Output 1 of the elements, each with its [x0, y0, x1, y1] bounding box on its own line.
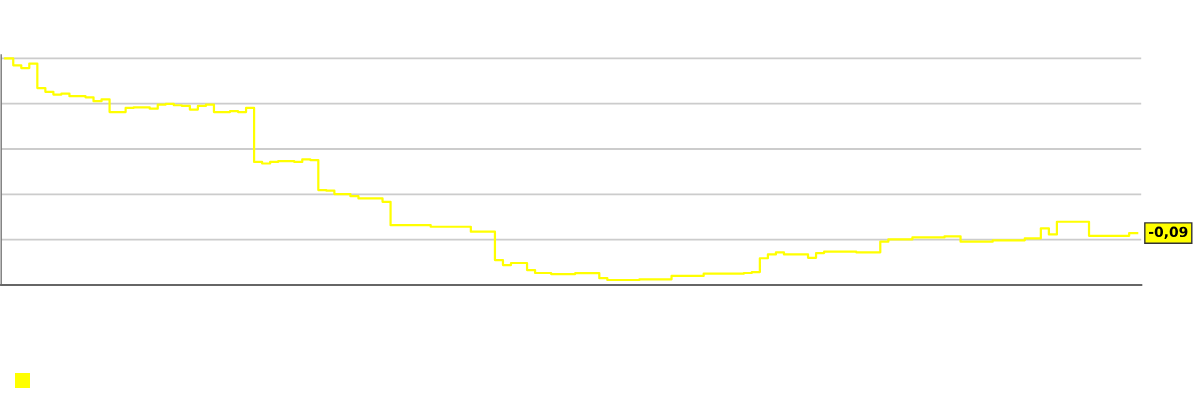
text: -0,09 — [1149, 226, 1188, 239]
